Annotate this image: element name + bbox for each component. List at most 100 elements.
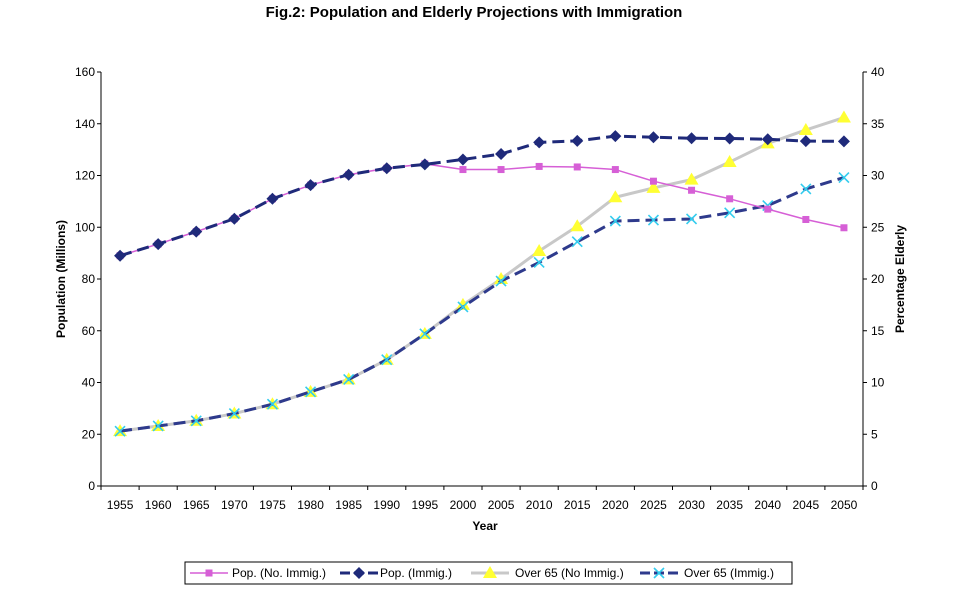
x-axis-ticks: 1955 1960 1965 1970 1975 1980 1985 1990 1995 2000… xyxy=(100,486,864,512)
x-tick-label: 2025 xyxy=(640,498,667,512)
series-3 xyxy=(114,172,850,437)
data-point xyxy=(685,132,698,145)
data-point xyxy=(455,297,470,310)
data-point xyxy=(688,186,696,194)
x-tick-label: 1970 xyxy=(221,498,248,512)
data-point xyxy=(535,162,543,170)
data-point xyxy=(800,183,812,195)
data-point xyxy=(722,155,737,168)
series-line xyxy=(119,163,845,257)
data-point xyxy=(343,373,355,385)
data-point xyxy=(684,172,699,185)
legend-marker xyxy=(483,566,497,578)
y-axis-title: Population (Millions) xyxy=(54,220,68,338)
data-point xyxy=(647,214,660,226)
x-tick-label: 1995 xyxy=(411,498,438,512)
data-point xyxy=(724,207,736,219)
y-axis-ticks: 0 20 40 60 80 100 120 140 160 xyxy=(75,65,101,493)
x-tick-label: 2045 xyxy=(792,498,819,512)
data-point xyxy=(573,163,581,171)
data-point xyxy=(799,135,812,148)
x-tick-label: 1975 xyxy=(259,498,286,512)
series-line xyxy=(119,134,844,258)
data-point xyxy=(190,415,202,427)
y2-tick-label: 0 xyxy=(871,479,878,493)
data-point xyxy=(304,386,317,398)
data-point xyxy=(459,166,467,174)
data-point xyxy=(266,192,279,205)
x-tick-label: 2030 xyxy=(678,498,705,512)
data-point xyxy=(381,354,393,366)
data-point xyxy=(609,215,621,227)
data-point xyxy=(798,122,813,135)
x-tick-label: 2005 xyxy=(488,498,515,512)
x-tick-label: 1965 xyxy=(183,498,210,512)
data-point xyxy=(649,177,657,185)
data-point xyxy=(495,275,507,287)
x-tick-label: 1955 xyxy=(107,498,134,512)
data-point xyxy=(457,301,469,313)
data-point xyxy=(152,420,164,432)
data-point xyxy=(152,238,165,251)
y2-axis-ticks: 0 5 10 15 20 25 30 35 40 xyxy=(863,65,885,493)
legend-label: Over 65 (No Immig.) xyxy=(515,566,624,580)
legend-item: Over 65 (No Immig.) xyxy=(471,566,624,580)
legend-item: Over 65 (Immig.) xyxy=(640,566,774,580)
x-tick-label: 2000 xyxy=(450,498,477,512)
data-point xyxy=(723,132,736,145)
data-point xyxy=(840,224,848,232)
chart-title: Fig.2: Population and Elderly Projection… xyxy=(266,4,683,21)
y-tick-label: 20 xyxy=(82,427,96,441)
data-point xyxy=(647,131,660,144)
series-1 xyxy=(114,130,850,262)
legend-items: Pop. (No. Immig.) Pop. (Immig.) Over 65 (N… xyxy=(190,566,774,580)
x-tick-label: 2035 xyxy=(716,498,743,512)
data-point xyxy=(114,425,126,437)
data-point xyxy=(802,215,810,223)
x-tick-label: 1960 xyxy=(145,498,172,512)
legend-marker xyxy=(353,567,365,579)
data-point xyxy=(419,328,431,340)
x-tick-label: 2050 xyxy=(831,498,858,512)
data-point xyxy=(646,180,661,193)
data-point xyxy=(266,398,279,410)
data-point xyxy=(761,133,774,146)
y2-tick-label: 5 xyxy=(871,427,878,441)
data-point xyxy=(611,166,619,174)
data-point xyxy=(497,166,505,174)
legend-marker xyxy=(653,567,665,579)
y-tick-label: 40 xyxy=(82,376,96,390)
y-tick-label: 60 xyxy=(82,324,96,338)
x-tick-label: 1980 xyxy=(297,498,324,512)
y2-tick-label: 10 xyxy=(871,376,885,390)
data-point xyxy=(495,148,508,161)
x-tick-label: 1990 xyxy=(373,498,400,512)
data-point xyxy=(418,158,431,171)
x-axis-title: Year xyxy=(472,519,498,533)
legend-label: Over 65 (Immig.) xyxy=(684,566,774,580)
y-tick-label: 160 xyxy=(75,65,95,79)
data-point xyxy=(570,219,585,232)
data-point xyxy=(837,135,850,148)
data-point xyxy=(764,205,772,213)
y2-tick-label: 40 xyxy=(871,65,885,79)
data-point xyxy=(114,249,127,262)
data-point xyxy=(571,134,584,147)
legend-marker xyxy=(205,569,213,577)
legend: Pop. (No. Immig.) Pop. (Immig.) Over 65 (N… xyxy=(184,561,793,585)
data-point xyxy=(609,130,622,143)
data-point xyxy=(228,212,241,225)
x-tick-label: 1985 xyxy=(335,498,362,512)
x-tick-label: 2010 xyxy=(526,498,553,512)
data-point xyxy=(533,136,546,149)
series-line xyxy=(119,176,845,433)
data-point xyxy=(533,256,545,269)
x-tick-label: 2040 xyxy=(754,498,781,512)
data-point xyxy=(608,190,623,203)
y-tick-label: 0 xyxy=(88,479,95,493)
y-tick-label: 120 xyxy=(75,169,95,183)
series-layer xyxy=(113,110,851,437)
legend-label: Pop. (Immig.) xyxy=(380,566,452,580)
data-point xyxy=(571,236,583,248)
x-tick-label: 2020 xyxy=(602,498,629,512)
